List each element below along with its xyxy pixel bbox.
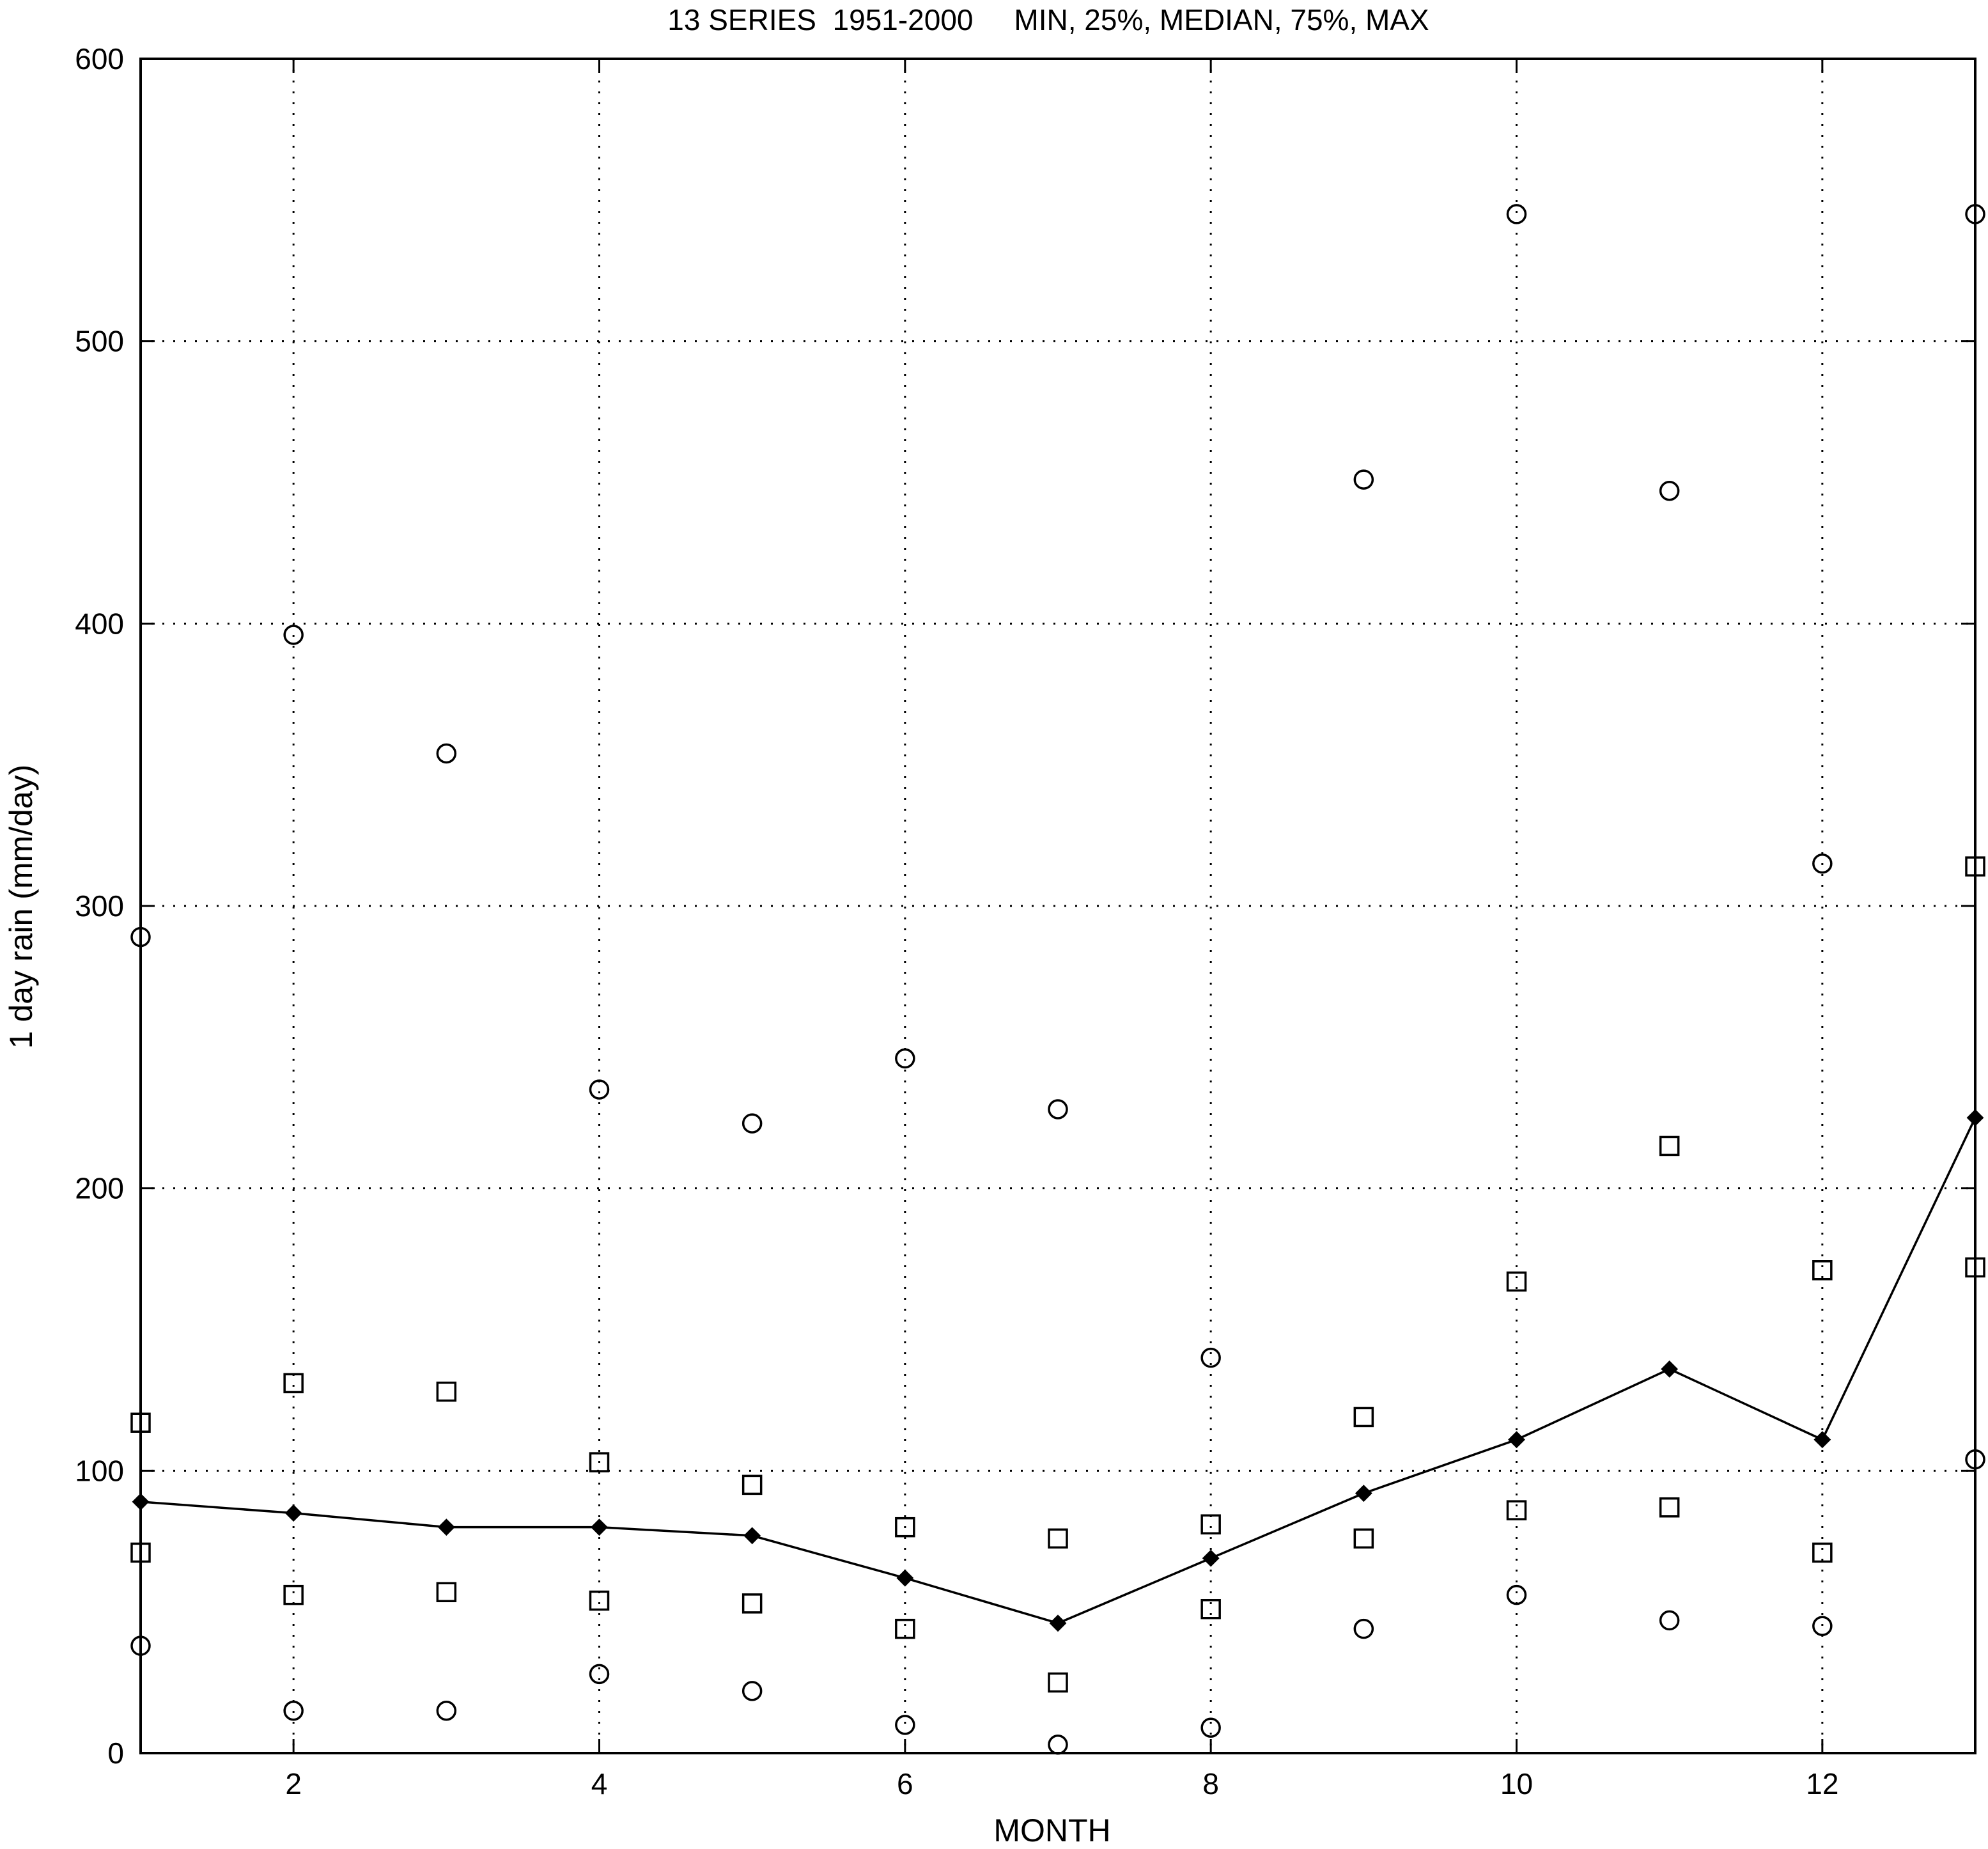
square-point (283, 1373, 304, 1394)
y-tick-label: 600 (75, 42, 124, 75)
chart-title: 13 SERIES 1951-2000 MIN, 25%, MEDIAN, 75… (667, 3, 1429, 36)
median-point (1355, 1485, 1372, 1502)
circle-point (436, 1701, 457, 1721)
x-axis-label: MONTH (993, 1813, 1110, 1848)
y-tick-label: 400 (75, 607, 124, 640)
square-point (1200, 1514, 1221, 1534)
circle-point (1659, 1610, 1680, 1631)
series-5 (130, 204, 1985, 1368)
square-point (1659, 1497, 1680, 1518)
median-point (896, 1569, 914, 1587)
square-point (742, 1474, 763, 1495)
square-point (1048, 1528, 1068, 1549)
series (130, 204, 1985, 1755)
square-point (742, 1593, 763, 1614)
circle-point (742, 1681, 763, 1701)
x-tick-labels: 2 4 6 8 10 12 (285, 1767, 1838, 1800)
y-tick-label: 500 (75, 325, 124, 358)
square-point (1506, 1500, 1527, 1520)
circle-point (1659, 481, 1680, 501)
circle-point (1200, 1347, 1221, 1368)
circle-point (1353, 1618, 1374, 1639)
square-point (1200, 1599, 1221, 1619)
circle-point (742, 1113, 763, 1134)
square-point (1659, 1135, 1680, 1157)
circle-point (1965, 204, 1985, 224)
circle-point (1048, 1735, 1068, 1755)
square-point (895, 1517, 915, 1538)
circle-point (1812, 1616, 1833, 1636)
circle-point (1353, 469, 1374, 490)
circle-point (1200, 1717, 1221, 1738)
square-point (1965, 1257, 1985, 1278)
x-tick-label: 8 (1202, 1767, 1219, 1800)
circle-point (895, 1715, 915, 1735)
series-1 (130, 1449, 1985, 1755)
y-tick-label: 0 (107, 1736, 124, 1770)
median-point (1966, 1109, 1984, 1127)
square-point (1506, 1271, 1527, 1292)
square-point (130, 1412, 151, 1433)
x-tick-label: 12 (1806, 1767, 1838, 1800)
square-point (1353, 1528, 1374, 1549)
circle-point (283, 625, 304, 645)
x-tick-label: 10 (1500, 1767, 1533, 1800)
y-axis-label: 1 day rain (mm/day) (3, 765, 39, 1049)
median-point (1202, 1549, 1220, 1567)
square-point (130, 1542, 151, 1563)
series-2 (130, 1257, 1985, 1693)
y-tick-label: 200 (75, 1172, 124, 1205)
square-point (589, 1452, 610, 1472)
circle-point (1506, 204, 1527, 224)
plot-frame (139, 58, 1976, 1754)
square-point (436, 1582, 457, 1602)
x-tick-label: 6 (897, 1767, 913, 1800)
median-point (591, 1518, 608, 1536)
square-point (1048, 1672, 1068, 1693)
square-point (1812, 1260, 1833, 1281)
square-point (895, 1618, 915, 1639)
median-point (132, 1493, 150, 1511)
circle-point (130, 1635, 151, 1656)
circle-point (1812, 854, 1833, 874)
circle-point (1048, 1099, 1068, 1120)
square-point (283, 1584, 304, 1605)
median-point (284, 1504, 302, 1522)
median-point (1508, 1431, 1525, 1449)
circle-point (589, 1664, 610, 1685)
series-3 (132, 1109, 1984, 1632)
y-tick-labels: 0 100 200 300 400 500 600 (75, 42, 124, 1770)
square-point (589, 1590, 610, 1611)
square-point (1965, 856, 1985, 877)
median-point (1813, 1431, 1831, 1449)
circle-point (436, 743, 457, 764)
x-tick-label: 4 (591, 1767, 608, 1800)
circle-point (1965, 1449, 1985, 1470)
series-4 (130, 856, 1985, 1549)
y-tick-label: 300 (75, 889, 124, 923)
circle-point (1506, 1584, 1527, 1605)
grid (141, 59, 1975, 1753)
square-point (1353, 1407, 1374, 1428)
circle-point (130, 926, 151, 948)
circle-point (589, 1079, 610, 1100)
x-tick-label: 2 (285, 1767, 302, 1800)
y-tick-label: 100 (75, 1454, 124, 1487)
median-point (743, 1527, 761, 1545)
circle-point (895, 1048, 915, 1069)
square-point (436, 1381, 457, 1402)
median-point (1049, 1614, 1067, 1632)
axis-ticks (141, 58, 1975, 1754)
median-point (1661, 1360, 1679, 1378)
circle-point (283, 1701, 304, 1721)
square-point (1812, 1542, 1833, 1563)
median-point (437, 1518, 455, 1536)
